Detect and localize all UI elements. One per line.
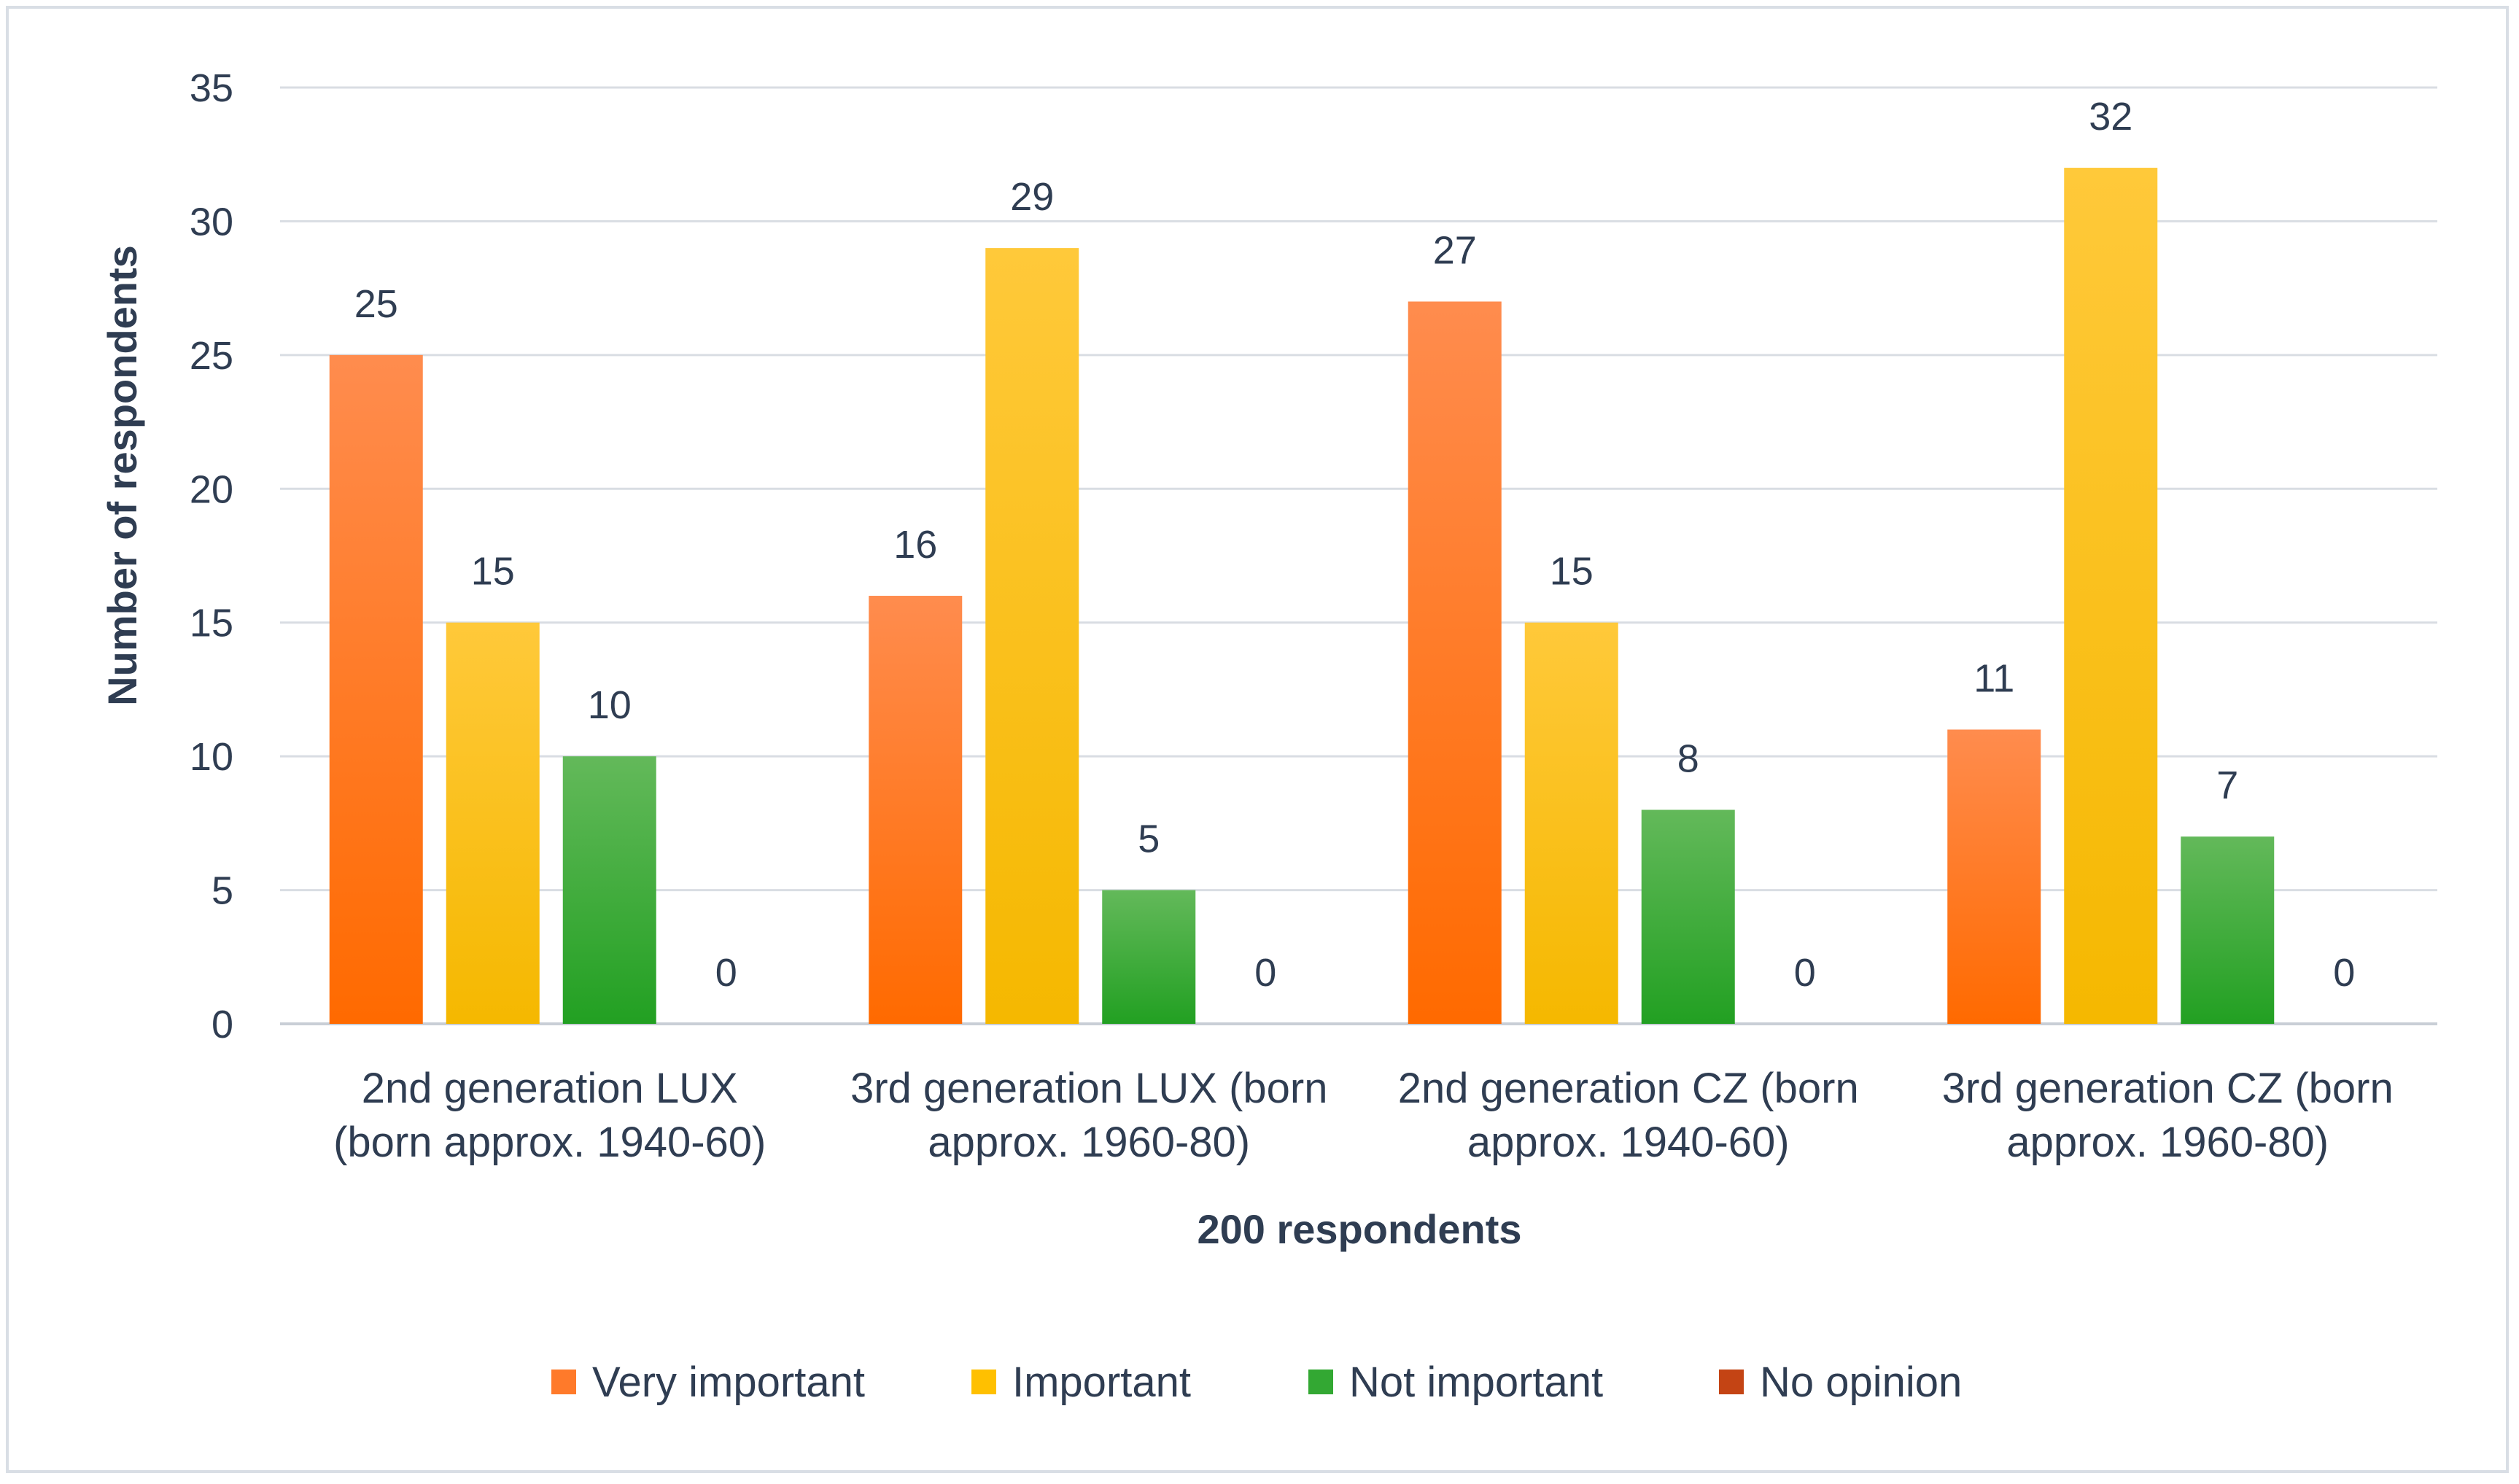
data-label: 8 — [1677, 737, 1699, 781]
x-tick-label: 3rd generation CZ (born — [1942, 1065, 2394, 1112]
x-tick-label: approx. 1960-80) — [2006, 1119, 2329, 1166]
bar — [1524, 622, 1618, 1024]
x-tick-label: approx. 1940-60) — [1467, 1119, 1790, 1166]
bar — [985, 248, 1079, 1025]
y-axis-title: Number of respondents — [99, 245, 145, 706]
x-axis-categories: 2nd generation LUX (born approx. 1940-60)… — [333, 1065, 2394, 1166]
y-tick-label: 20 — [190, 467, 233, 511]
x-tick-label: approx. 1960-80) — [928, 1119, 1250, 1166]
y-tick-label: 25 — [190, 334, 233, 378]
bar — [1641, 809, 1735, 1024]
legend-label: Important — [1012, 1359, 1191, 1406]
bar — [329, 354, 423, 1024]
legend-swatch — [1719, 1370, 1744, 1394]
legend: Very important Important Not important No o… — [551, 1359, 1962, 1406]
legend-label: Very important — [592, 1359, 865, 1406]
data-label: 0 — [1794, 951, 1816, 995]
y-tick-label: 30 — [190, 200, 233, 244]
data-label: 32 — [2089, 95, 2132, 139]
data-labels: 25 15 10 0 16 29 5 0 27 15 8 0 11 32 7 0 — [354, 95, 2356, 995]
bar — [2064, 168, 2158, 1025]
data-label: 11 — [1973, 656, 2014, 700]
bar — [562, 756, 656, 1024]
y-tick-label: 5 — [211, 869, 233, 913]
data-label: 16 — [893, 523, 937, 567]
bar — [1408, 301, 1502, 1024]
data-label: 29 — [1010, 175, 1054, 219]
y-axis-ticks: 0 5 10 15 20 25 30 35 — [190, 66, 233, 1046]
y-tick-label: 35 — [190, 66, 233, 110]
data-label: 0 — [715, 951, 737, 995]
legend-label: No opinion — [1760, 1359, 1962, 1406]
x-tick-label: 2nd generation LUX — [362, 1065, 738, 1112]
data-label: 15 — [1550, 550, 1594, 594]
x-axis-title: 200 respondents — [1197, 1206, 1521, 1252]
y-tick-label: 0 — [211, 1003, 233, 1046]
data-label: 5 — [1138, 817, 1160, 861]
bar — [2181, 836, 2275, 1024]
data-label: 27 — [1433, 228, 1477, 272]
chart-frame: 0 5 10 15 20 25 30 35 25 15 10 0 16 29 5 0 27 15 8 0 11 32 7 0… — [6, 6, 2509, 1473]
x-tick-label: 2nd generation CZ (born — [1398, 1065, 1859, 1112]
bar — [1947, 729, 2041, 1024]
data-label: 0 — [1254, 951, 1276, 995]
bars — [329, 168, 2275, 1025]
y-tick-label: 10 — [190, 735, 233, 779]
data-label: 0 — [2333, 951, 2355, 995]
y-tick-label: 15 — [190, 602, 233, 645]
data-label: 10 — [588, 683, 632, 727]
x-tick-label: 3rd generation LUX (born — [850, 1065, 1328, 1112]
data-label: 7 — [2216, 764, 2238, 807]
bar — [446, 622, 540, 1024]
legend-label: Not important — [1349, 1359, 1603, 1406]
bar — [1102, 890, 1196, 1024]
data-label: 25 — [354, 282, 398, 326]
legend-swatch — [551, 1370, 576, 1394]
bar-chart: 0 5 10 15 20 25 30 35 25 15 10 0 16 29 5 0 27 15 8 0 11 32 7 0… — [99, 66, 2437, 1406]
bar — [869, 596, 963, 1024]
x-tick-label: (born approx. 1940-60) — [333, 1119, 766, 1166]
legend-swatch — [971, 1370, 996, 1394]
legend-swatch — [1308, 1370, 1333, 1394]
data-label: 15 — [471, 550, 515, 594]
